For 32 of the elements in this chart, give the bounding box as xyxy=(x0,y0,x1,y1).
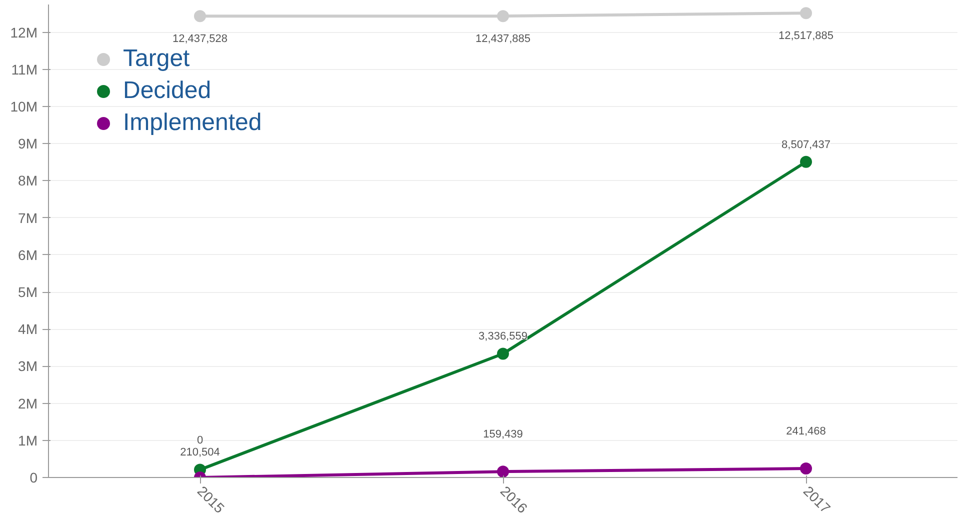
data-label: 3,336,559 xyxy=(478,330,528,343)
y-tick-label: 9M xyxy=(18,136,38,152)
point xyxy=(497,348,509,360)
y-tick-label: 6M xyxy=(18,246,38,263)
data-label: 12,437,885 xyxy=(475,33,531,46)
y-tick-label: 2M xyxy=(18,395,38,412)
y-tick-label: 11M xyxy=(11,61,38,78)
point xyxy=(800,156,812,168)
data-label: 12,437,528 xyxy=(172,33,228,46)
y-tick-label: 5M xyxy=(18,284,38,300)
y-tick-label: 1M xyxy=(18,432,38,448)
y-tick-label: 7M xyxy=(18,210,38,226)
y-tick-label: 0 xyxy=(30,470,38,486)
legend-label: Target xyxy=(123,45,190,73)
data-label: 241,468 xyxy=(786,426,826,438)
legend-label: Decided xyxy=(123,77,212,105)
data-label: 0 xyxy=(196,434,204,446)
point xyxy=(800,7,812,20)
y-tick-label: 12M xyxy=(10,24,38,40)
data-label: 12,517,885 xyxy=(778,30,834,42)
y-tick-label: 10M xyxy=(10,98,38,115)
y-tick-label: 8M xyxy=(18,172,38,189)
data-label: 8,507,437 xyxy=(782,138,830,151)
point xyxy=(800,462,812,475)
data-label: 210,504 xyxy=(180,446,220,459)
legend-label: Implemented xyxy=(123,109,262,137)
y-tick-label: 4M xyxy=(18,321,38,338)
point xyxy=(497,466,509,478)
y-tick-label: 3M xyxy=(18,358,38,374)
point xyxy=(194,10,206,22)
point xyxy=(497,10,509,22)
data-label: 159,439 xyxy=(483,428,523,441)
